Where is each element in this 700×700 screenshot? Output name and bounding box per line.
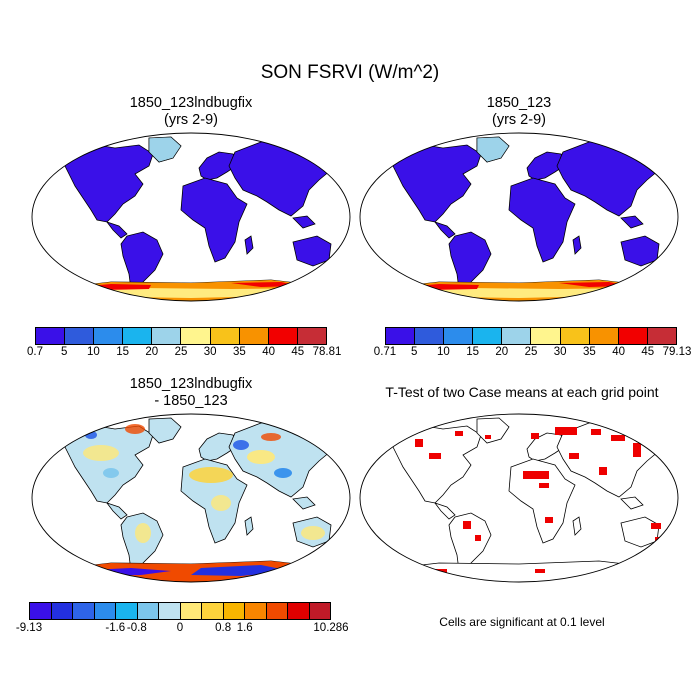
c2-tick-label: 10 [436,346,450,358]
panel-title-1-line1: 1850_123lndbugfix [129,95,253,111]
c1-tick-label: 5 [60,346,68,358]
c1-tick-label: 78.81 [312,346,342,358]
c3-tick-label: -1.6 [105,622,126,634]
c3-swatch-1 [51,603,73,619]
c2-tick-label: 40 [612,346,625,358]
c3-tick-label: 10.286 [313,622,349,634]
c1-tick-label: 35 [232,346,246,358]
c3-swatch-4 [116,603,138,619]
colorbar-3 [29,602,331,620]
significance-note: Cells are significant at 0.1 level [439,615,605,629]
c3-swatch-0 [30,603,52,619]
c3-swatch-6 [159,603,181,619]
c3-tick-label: 0 [176,622,184,634]
c2-swatch-1 [415,328,445,344]
c2-swatch-8 [618,328,648,344]
panel-title-3-line1: 1850_123lndbugfix [129,376,253,392]
colorbar-1 [35,327,327,345]
colorbar-2 [385,327,677,345]
c2-swatch-5 [531,328,561,344]
c3-tick-label: -0.8 [126,622,147,634]
c1-swatch-6 [210,328,240,344]
c2-tick-label: 35 [582,346,596,358]
c1-tick-label: 10 [86,346,100,358]
c2-swatch-0 [386,328,416,344]
c2-tick-label: 45 [641,346,655,358]
c1-tick-label: 30 [203,346,217,358]
c3-tick-label: 1.6 [236,622,253,634]
c2-tick-label: 79.13 [662,346,692,358]
c2-tick-label: 20 [495,346,509,358]
c2-swatch-3 [473,328,503,344]
c2-tick-label: 15 [466,346,479,358]
colorbar-2-labels: 0.71 5 10 15 20 25 30 35 40 45 79.13 [374,346,692,362]
panel-title-3-line2: - 1850_123 [154,393,228,409]
c2-tick-label: 5 [410,346,418,358]
c2-swatch-7 [589,328,619,344]
panel-title-4: T-Test of two Case means at each grid po… [359,384,685,401]
map-panel-2 [359,132,679,302]
c1-swatch-2 [94,328,124,344]
c3-swatch-9 [223,603,245,619]
c1-swatch-8 [268,328,298,344]
c3-swatch-5 [137,603,159,619]
panel-title-4-line1: T-Test of two Case means at each grid po… [385,384,659,400]
c2-swatch-4 [502,328,532,344]
c3-swatch-10 [245,603,267,619]
c2-swatch-6 [560,328,590,344]
c3-tick-label: -9.13 [15,622,43,634]
c3-swatch-7 [180,603,202,619]
c3-swatch-2 [73,603,95,619]
c3-swatch-11 [266,603,288,619]
c3-swatch-8 [202,603,224,619]
panel-title-2-line2: (yrs 2-9) [492,112,546,128]
c2-swatch-2 [444,328,474,344]
colorbar-1-labels: 0.7 5 10 15 20 25 30 35 40 45 78.81 [27,346,341,362]
figure-title: SON FSRVI (W/m^2) [260,62,440,83]
c1-swatch-3 [123,328,153,344]
panel-title-3: 1850_123lndbugfix - 1850_123 [31,376,351,410]
c3-swatch-13 [309,603,330,619]
panel-title-1-line2: (yrs 2-9) [164,112,218,128]
panel-title-1: 1850_123lndbugfix (yrs 2-9) [31,95,351,129]
c1-tick-label: 15 [116,346,129,358]
c2-tick-label: 25 [524,346,538,358]
c1-swatch-9 [297,328,326,344]
c2-tick-label: 0.71 [373,346,397,358]
c1-tick-label: 45 [291,346,305,358]
c1-swatch-4 [152,328,182,344]
c1-tick-label: 25 [174,346,188,358]
c1-tick-label: 0.7 [27,346,43,358]
c3-tick-label: 0.8 [215,622,232,634]
map-panel-4 [359,413,679,583]
map-panel-1 [31,132,351,302]
panel-title-2-line1: 1850_123 [486,95,552,111]
c3-swatch-3 [94,603,116,619]
colorbar-3-labels: -9.13 -1.6 -0.8 0 0.8 1.6 10.286 [16,622,349,638]
c1-tick-label: 40 [262,346,275,358]
c1-tick-label: 20 [145,346,159,358]
map-panel-3 [31,413,351,583]
c1-swatch-1 [65,328,95,344]
c2-swatch-9 [647,328,676,344]
c1-swatch-7 [239,328,269,344]
c3-swatch-12 [288,603,310,619]
panel-title-2: 1850_123 (yrs 2-9) [359,95,679,129]
c1-swatch-0 [36,328,66,344]
c1-swatch-5 [181,328,211,344]
c2-tick-label: 30 [553,346,567,358]
